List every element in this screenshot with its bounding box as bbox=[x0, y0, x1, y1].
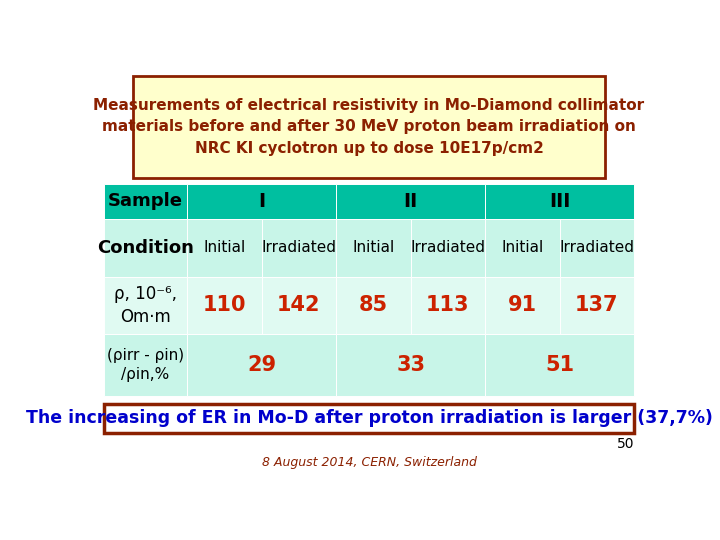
Bar bbox=[336, 276, 410, 334]
Text: (ρirr - ρin)
/ρin,%: (ρirr - ρin) /ρin,% bbox=[107, 348, 184, 382]
Text: The increasing of ER in Mo-D after proton irradiation is larger (37,7%): The increasing of ER in Mo-D after proto… bbox=[26, 409, 712, 427]
Bar bbox=[336, 184, 485, 219]
Bar bbox=[104, 276, 187, 334]
Text: 85: 85 bbox=[359, 295, 388, 315]
Bar bbox=[485, 219, 559, 276]
Text: Irradiated: Irradiated bbox=[559, 240, 634, 255]
Text: Irradiated: Irradiated bbox=[410, 240, 485, 255]
Bar bbox=[410, 276, 485, 334]
Text: Measurements of electrical resistivity in Mo-Diamond collimator
materials before: Measurements of electrical resistivity i… bbox=[94, 98, 644, 156]
Text: 50: 50 bbox=[617, 437, 635, 451]
Text: 137: 137 bbox=[575, 295, 618, 315]
Bar bbox=[261, 219, 336, 276]
Text: 51: 51 bbox=[545, 355, 574, 375]
Text: II: II bbox=[403, 192, 418, 211]
FancyBboxPatch shape bbox=[132, 76, 606, 178]
Text: 110: 110 bbox=[202, 295, 246, 315]
Text: 113: 113 bbox=[426, 295, 469, 315]
Bar bbox=[485, 334, 634, 396]
Text: 142: 142 bbox=[277, 295, 320, 315]
Text: Sample: Sample bbox=[108, 192, 183, 211]
Bar bbox=[104, 334, 187, 396]
Text: 8 August 2014, CERN, Switzerland: 8 August 2014, CERN, Switzerland bbox=[261, 456, 477, 469]
Bar bbox=[559, 219, 634, 276]
Bar bbox=[187, 276, 261, 334]
Bar bbox=[187, 184, 336, 219]
Text: Initial: Initial bbox=[501, 240, 544, 255]
Bar bbox=[336, 334, 485, 396]
Bar bbox=[336, 219, 410, 276]
Text: Condition: Condition bbox=[97, 239, 194, 256]
Text: III: III bbox=[549, 192, 570, 211]
Bar bbox=[104, 184, 187, 219]
Bar bbox=[104, 219, 187, 276]
Text: 29: 29 bbox=[247, 355, 276, 375]
Bar bbox=[559, 276, 634, 334]
Text: Initial: Initial bbox=[203, 240, 246, 255]
Bar bbox=[410, 219, 485, 276]
Bar bbox=[187, 334, 336, 396]
FancyBboxPatch shape bbox=[104, 403, 634, 433]
Bar bbox=[485, 184, 634, 219]
Text: Irradiated: Irradiated bbox=[261, 240, 336, 255]
Bar bbox=[187, 219, 261, 276]
Text: 91: 91 bbox=[508, 295, 537, 315]
Text: ρ, 10⁻⁶,
Om·m: ρ, 10⁻⁶, Om·m bbox=[114, 285, 177, 326]
Text: Initial: Initial bbox=[352, 240, 395, 255]
Bar bbox=[261, 276, 336, 334]
Text: 33: 33 bbox=[396, 355, 425, 375]
Bar bbox=[485, 276, 559, 334]
Text: I: I bbox=[258, 192, 265, 211]
